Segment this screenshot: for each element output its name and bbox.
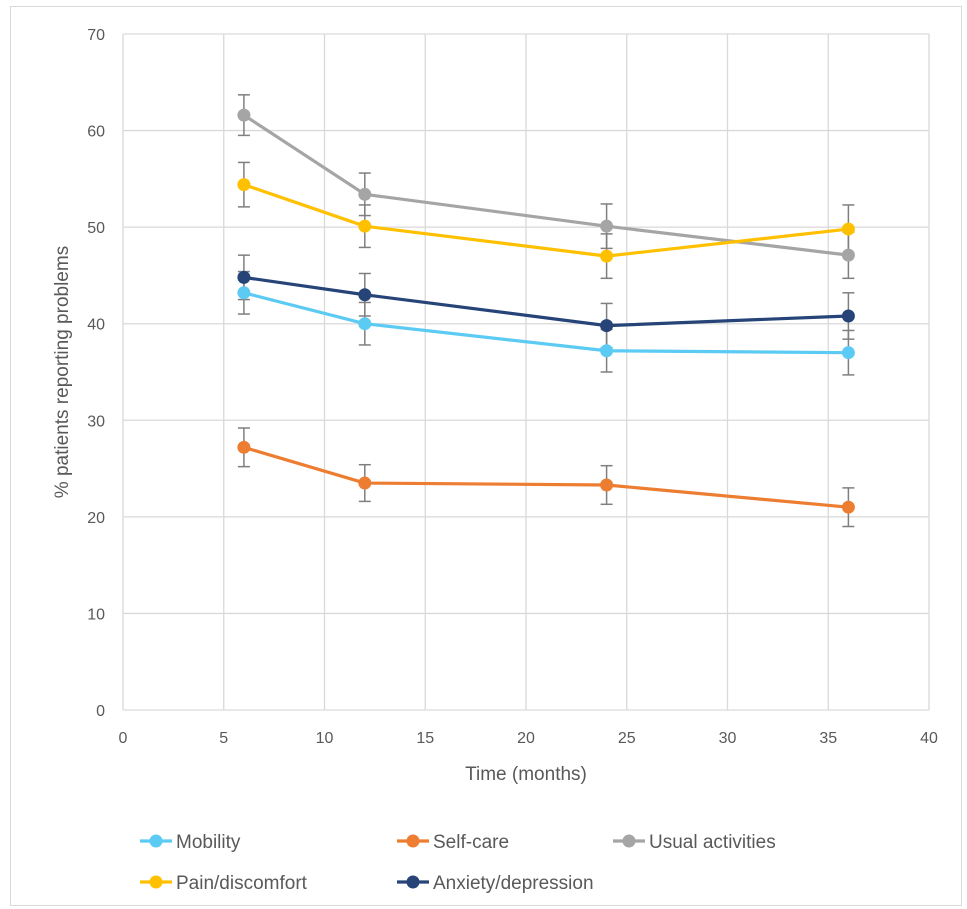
data-point-usual-activities xyxy=(237,108,251,122)
y-tick-label: 20 xyxy=(87,510,105,527)
legend-item-self-care: Self-care xyxy=(397,832,509,853)
legend-label: Mobility xyxy=(176,832,241,853)
gridlines xyxy=(122,33,930,711)
legend-marker xyxy=(622,834,636,848)
data-point-pain-discomfort xyxy=(841,222,855,236)
data-point-usual-activities xyxy=(358,187,372,201)
x-tick-label: 35 xyxy=(819,730,837,747)
data-point-anxiety-depression xyxy=(600,319,614,333)
x-tick-label: 15 xyxy=(416,730,434,747)
legend: Mobility Self-care Usual activities Pain/di… xyxy=(140,832,776,894)
data-point-self-care xyxy=(841,500,855,514)
y-tick-label: 40 xyxy=(87,317,105,334)
legend-item-anxiety-depression: Anxiety/depression xyxy=(397,873,594,894)
data-point-mobility xyxy=(358,317,372,331)
y-tick-label: 10 xyxy=(87,606,105,623)
x-axis-title: Time (months) xyxy=(465,764,587,785)
x-tick-label: 30 xyxy=(719,730,737,747)
series-line-pain-discomfort xyxy=(243,183,849,258)
data-point-self-care xyxy=(358,476,372,490)
legend-marker xyxy=(406,875,420,889)
legend-item-usual-activities: Usual activities xyxy=(613,832,776,853)
data-point-mobility xyxy=(237,286,251,300)
data-point-usual-activities xyxy=(600,219,614,233)
series-line-anxiety-depression xyxy=(243,275,849,328)
data-point-anxiety-depression xyxy=(841,309,855,323)
series-line-self-care xyxy=(243,445,849,509)
legend-item-mobility: Mobility xyxy=(140,832,241,853)
x-tick-label: 20 xyxy=(517,730,535,747)
chart-frame xyxy=(10,6,962,906)
data-point-mobility xyxy=(600,344,614,358)
legend-marker xyxy=(406,834,420,848)
y-tick-label: 30 xyxy=(87,413,105,430)
y-axis-title: % patients reporting problems xyxy=(52,246,73,498)
y-tick-label: 70 xyxy=(87,27,105,44)
x-tick-label: 25 xyxy=(618,730,636,747)
y-tick-label: 0 xyxy=(96,703,105,720)
data-point-pain-discomfort xyxy=(237,178,251,192)
series-line-mobility xyxy=(243,291,849,355)
y-tick-label: 50 xyxy=(87,220,105,237)
data-point-anxiety-depression xyxy=(237,270,251,284)
legend-marker xyxy=(149,875,163,889)
data-point-pain-discomfort xyxy=(600,249,614,263)
legend-label: Self-care xyxy=(433,832,509,853)
legend-item-pain-discomfort: Pain/discomfort xyxy=(140,873,308,894)
x-tick-label: 0 xyxy=(119,730,128,747)
error-bars xyxy=(237,94,855,528)
series-lines xyxy=(243,113,849,509)
data-point-self-care xyxy=(237,440,251,454)
x-tick-label: 5 xyxy=(219,730,228,747)
data-point-self-care xyxy=(600,478,614,492)
legend-marker xyxy=(149,834,163,848)
data-point-mobility xyxy=(841,346,855,360)
x-tick-label: 10 xyxy=(316,730,334,747)
y-tick-label: 60 xyxy=(87,124,105,141)
data-point-anxiety-depression xyxy=(358,288,372,302)
legend-label: Usual activities xyxy=(649,832,776,853)
data-point-usual-activities xyxy=(841,248,855,262)
series-line-usual-activities xyxy=(243,113,849,257)
legend-label: Anxiety/depression xyxy=(433,873,594,894)
x-tick-label: 40 xyxy=(920,730,938,747)
x-tick-labels: 0 5 10 15 20 25 30 35 40 xyxy=(119,730,938,747)
legend-label: Pain/discomfort xyxy=(176,873,308,894)
y-tick-labels: 0 10 20 30 40 50 60 70 xyxy=(87,27,105,720)
series-points xyxy=(237,108,855,514)
data-point-pain-discomfort xyxy=(358,219,372,233)
